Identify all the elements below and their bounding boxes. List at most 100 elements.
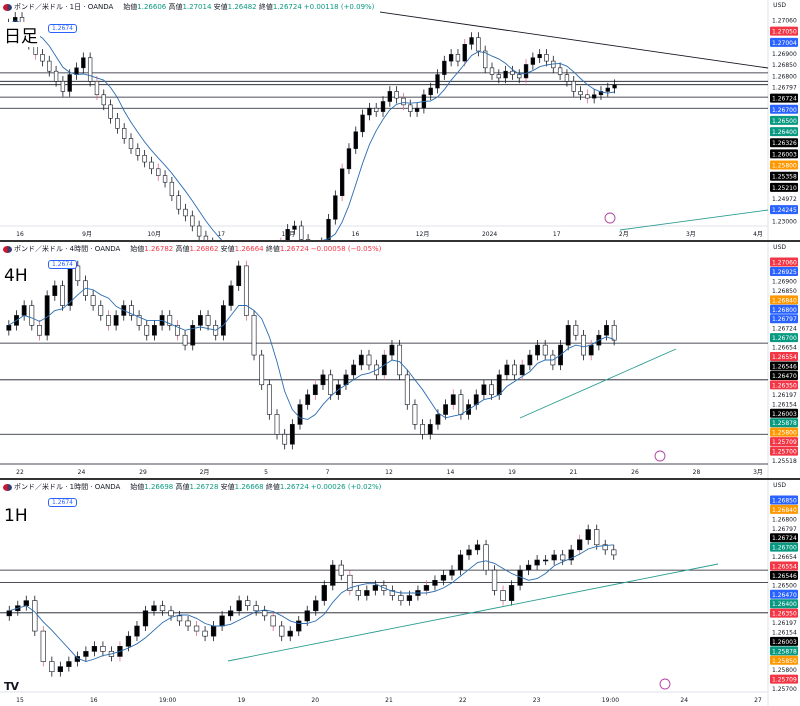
candle-body <box>245 600 251 606</box>
candle-body <box>149 161 154 170</box>
h1-timeframe-label: 1H <box>2 506 30 526</box>
candle-body <box>81 57 86 69</box>
candle-body <box>282 433 288 445</box>
candle-body <box>530 57 536 65</box>
price-tag <box>770 333 798 343</box>
candle-body <box>542 344 548 356</box>
candle-body <box>236 265 242 287</box>
price-tag <box>770 115 798 125</box>
price-tag <box>770 26 798 36</box>
price-tag <box>770 182 798 192</box>
price-tag-label: 1.26850 <box>772 62 797 69</box>
daily-chart-svg[interactable]: 1.27060 1.27050 1.27004 1.26900 1.26850 1.268… <box>0 0 800 240</box>
candle-body <box>196 225 202 237</box>
h4-chart-panel[interactable]: 1.27060 1.26925 1.26900 1.26850 1.26840 1.268… <box>0 240 800 478</box>
price-tag-label: 1.25518 <box>772 458 797 465</box>
candle-body <box>346 148 352 170</box>
candle-body <box>299 225 304 240</box>
candle-body <box>535 344 540 356</box>
price-tag-label: 1.27060 <box>772 18 797 25</box>
candle-body <box>440 574 447 581</box>
time-axis-label: 19 <box>508 469 516 476</box>
price-tag-label: 1.26800 <box>772 516 797 523</box>
tradingview-logo-icon[interactable]: TV <box>4 680 19 693</box>
candle-body <box>551 554 557 561</box>
time-axis-label: 17 <box>553 231 561 238</box>
price-tag-label: 1.26654 <box>772 554 797 561</box>
candle-body <box>185 620 191 627</box>
candle-body <box>585 529 591 540</box>
price-tag-label: 1.26840 <box>772 507 797 514</box>
candle-body <box>52 285 58 296</box>
gbpusd-flag-icon <box>3 483 12 491</box>
candle-body <box>594 529 600 546</box>
price-tag <box>770 399 798 409</box>
h1-currency: USD <box>773 482 786 489</box>
h1-ohlc: 始値1.26698 高値1.26728 安値1.26668 終値1.26724 <box>130 480 309 494</box>
candle-body <box>398 595 404 601</box>
price-tag-label: 1.26800 <box>772 73 797 80</box>
price-tag <box>770 408 798 418</box>
candle-body <box>458 394 464 415</box>
candle-body <box>156 168 161 176</box>
daily-symbol[interactable]: ポンド／米ドル · 1日 · OANDA <box>14 3 114 11</box>
price-tag <box>770 266 798 276</box>
candle-body <box>519 364 525 376</box>
candle-body <box>406 595 413 601</box>
candle-body <box>144 325 150 336</box>
candle-body <box>328 374 334 395</box>
candle-body <box>343 374 349 386</box>
price-tag <box>770 504 798 514</box>
price-tag <box>770 48 798 58</box>
candle-body <box>408 104 413 112</box>
h1-chart-svg[interactable]: 1.26850 1.26840 1.26800 1.26797 1.26724 1.267… <box>0 480 800 706</box>
candle-body <box>588 344 594 356</box>
daily-ohlc: 始値1.26606 高値1.27014 安値1.26482 終値1.26724 <box>123 0 302 14</box>
candle-body <box>87 57 93 82</box>
candle-body <box>47 60 52 72</box>
open-value: 1.26698 <box>144 483 174 491</box>
candle-body <box>125 635 132 647</box>
candle-body <box>152 325 157 336</box>
h4-currency: USD <box>773 244 786 251</box>
price-tag <box>770 71 798 81</box>
h4-chart-svg[interactable]: 1.27060 1.26925 1.26900 1.26850 1.26840 1.268… <box>0 242 800 478</box>
price-tag-label: 1.26326 <box>772 140 797 147</box>
candle-body <box>67 265 73 306</box>
candle-body <box>128 138 134 149</box>
low-value: 1.26482 <box>227 3 257 11</box>
moving-average-line <box>9 544 614 662</box>
h1-symbol[interactable]: ポンド／米ドル · 1時間 · OANDA <box>14 483 121 491</box>
candle-body <box>397 344 403 376</box>
candle-body <box>193 625 200 632</box>
candle-body <box>581 334 586 356</box>
h4-symbol[interactable]: ポンド／米ドル · 4時間 · OANDA <box>14 245 121 253</box>
time-axis-label: 10月 <box>147 231 161 238</box>
candle-body <box>228 285 234 306</box>
price-tag <box>770 627 798 637</box>
candle-body <box>66 661 72 667</box>
candle-body <box>512 364 517 376</box>
candle-body <box>510 70 515 75</box>
daily-chart-panel[interactable]: 1.27060 1.27050 1.27004 1.26900 1.26850 1.268… <box>0 0 800 240</box>
candle-body <box>401 97 406 106</box>
price-tag <box>770 352 798 362</box>
h1-header: ポンド／米ドル · 1時間 · OANDA 始値1.26698 高値1.2672… <box>0 480 381 494</box>
open-label: 始値 <box>130 483 145 491</box>
h4-timeframe-label: 4H <box>2 266 30 286</box>
candle-body <box>483 544 489 571</box>
price-tag <box>770 561 798 571</box>
trend-line <box>227 563 719 662</box>
price-tag-label: 1.25358 <box>772 174 797 181</box>
candle-body <box>500 590 506 601</box>
time-axis-label: 7 <box>326 469 330 476</box>
price-tag-label: 1.26546 <box>772 573 797 580</box>
candle-body <box>37 325 42 336</box>
price-tag-label: 1.26797 <box>772 526 797 533</box>
candle-body <box>364 590 370 596</box>
high-value: 1.26862 <box>189 245 219 253</box>
price-tag-label: 1.26350 <box>772 611 797 618</box>
price-tag <box>770 138 798 148</box>
price-tag-label: 1.25800 <box>772 667 797 674</box>
h1-chart-panel[interactable]: 1.26850 1.26840 1.26800 1.26797 1.26724 1.267… <box>0 478 800 706</box>
